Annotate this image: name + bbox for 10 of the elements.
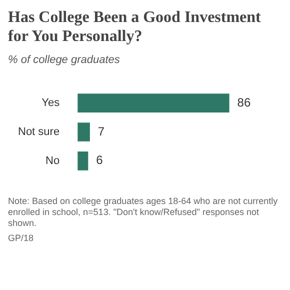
chart-subtitle: % of college graduates — [8, 54, 121, 66]
chart-title: Has College Been a Good Investment for You Personally? — [8, 8, 262, 46]
text: GP/18 — [8, 233, 35, 244]
data-label: 7 — [98, 124, 105, 138]
y-tick-label: No — [46, 154, 60, 167]
text: Note: Based on college graduates ages 18-64 who are not currently enrolled in school, n=513. "Don't know/Refused" responses not shown. — [8, 196, 279, 229]
data-label: 86 — [237, 95, 251, 110]
y-tick-label: Not sure — [18, 126, 60, 138]
data-label: 6 — [96, 153, 104, 168]
y-tick-label: Yes — [42, 97, 60, 110]
